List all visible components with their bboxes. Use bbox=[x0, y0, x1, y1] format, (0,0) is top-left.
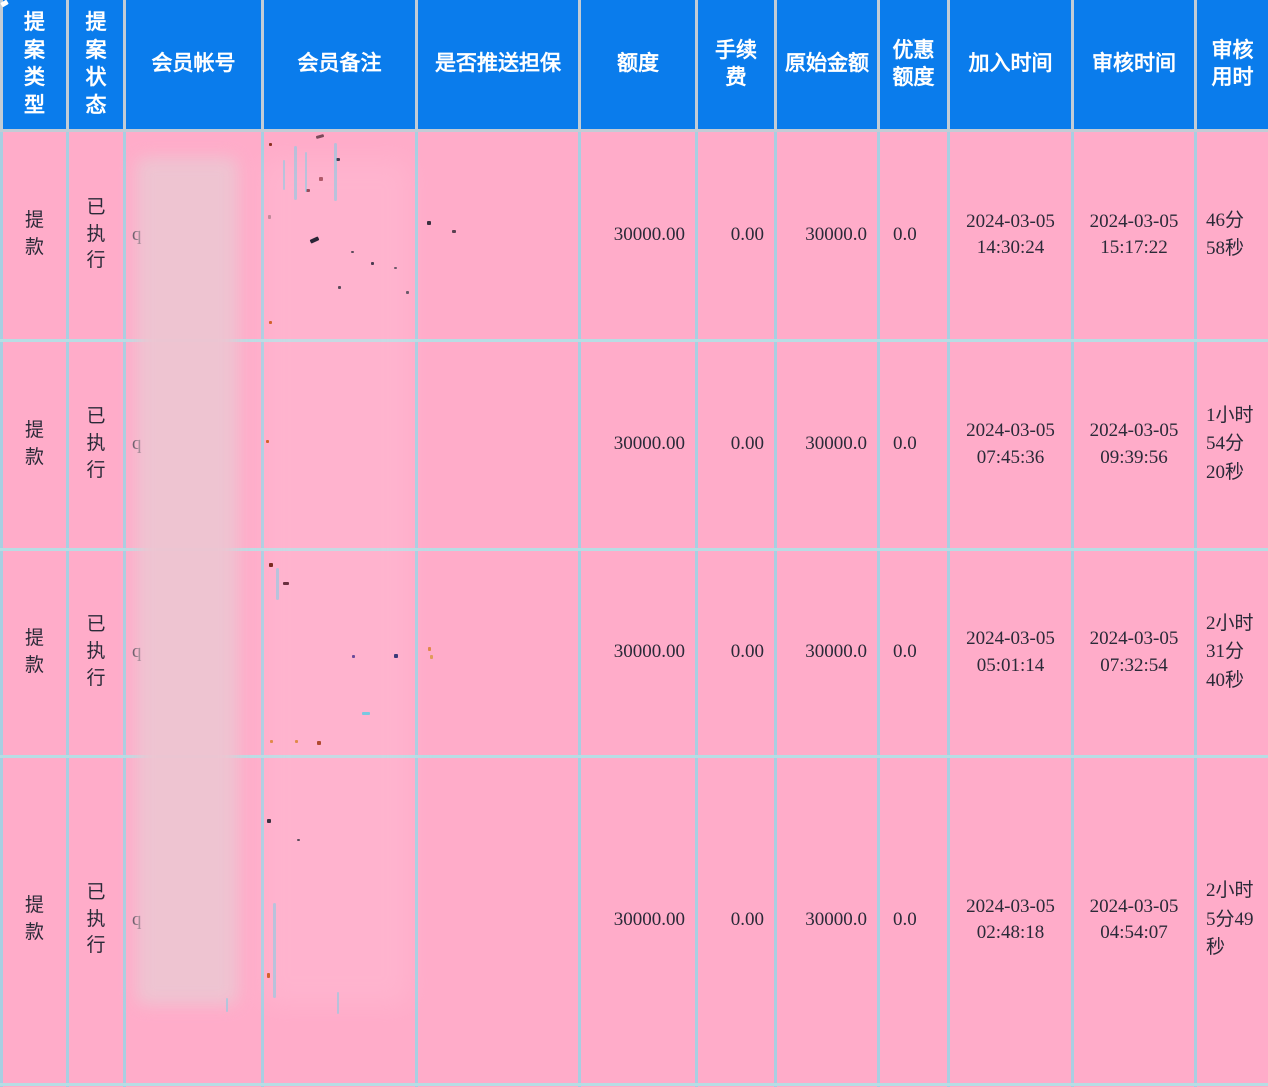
col-header-review-duration: 审核 用时 bbox=[1194, 0, 1268, 132]
cell-push-guarantee bbox=[415, 754, 581, 1086]
cell-join-time: 2024-03-05 02:48:18 bbox=[947, 754, 1074, 1086]
col-header-original-amount: 原始金额 bbox=[774, 0, 880, 132]
cell-fee: 0.00 bbox=[695, 754, 777, 1086]
cell-member-remark bbox=[261, 128, 418, 342]
cell-push-guarantee bbox=[415, 128, 581, 342]
cell-member-remark bbox=[261, 547, 418, 758]
table-row: 提 款 已 执 行 q 30000.00 0.00 30000.0 0.0 20… bbox=[0, 128, 1268, 342]
cell-original-amount: 30000.0 bbox=[774, 338, 880, 551]
cell-member-account: q bbox=[123, 338, 264, 551]
cell-empty bbox=[0, 1082, 69, 1087]
cell-proposal-status: 已 执 行 bbox=[66, 128, 126, 342]
cell-join-time: 2024-03-05 14:30:24 bbox=[947, 128, 1074, 342]
cell-amount: 30000.00 bbox=[578, 547, 698, 758]
cell-amount: 30000.00 bbox=[578, 338, 698, 551]
table-row: 提 款 已 执 行 q 30000.00 0.00 30000.0 0.0 20… bbox=[0, 547, 1268, 758]
cell-proposal-type: 提 款 bbox=[0, 754, 69, 1086]
cell-discount-amount: 0.0 bbox=[877, 128, 950, 342]
cell-discount-amount: 0.0 bbox=[877, 338, 950, 551]
cell-amount: 30000.00 bbox=[578, 754, 698, 1086]
col-header-proposal-type: 提 案 类 型 bbox=[0, 0, 69, 132]
cell-review-duration: 2小时 31分 40秒 bbox=[1194, 547, 1268, 758]
cell-member-remark bbox=[261, 338, 418, 551]
cell-original-amount: 30000.0 bbox=[774, 754, 880, 1086]
cell-empty bbox=[578, 1082, 698, 1087]
cell-empty bbox=[415, 1082, 581, 1087]
cell-discount-amount: 0.0 bbox=[877, 754, 950, 1086]
col-header-join-time: 加入时间 bbox=[947, 0, 1074, 132]
cell-empty bbox=[261, 1082, 418, 1087]
cell-proposal-status: 已 执 行 bbox=[66, 754, 126, 1086]
cell-original-amount: 30000.0 bbox=[774, 547, 880, 758]
col-header-review-time: 审核时间 bbox=[1071, 0, 1197, 132]
col-header-push-guarantee: 是否推送担保 bbox=[415, 0, 581, 132]
cell-join-time: 2024-03-05 05:01:14 bbox=[947, 547, 1074, 758]
cell-empty bbox=[123, 1082, 264, 1087]
cell-review-time: 2024-03-05 04:54:07 bbox=[1071, 754, 1197, 1086]
cell-fee: 0.00 bbox=[695, 128, 777, 342]
cell-fee: 0.00 bbox=[695, 338, 777, 551]
cell-empty bbox=[695, 1082, 777, 1087]
table-row-partial bbox=[0, 1082, 1268, 1087]
col-header-proposal-status: 提 案 状 态 bbox=[66, 0, 126, 132]
cell-fee: 0.00 bbox=[695, 547, 777, 758]
table-row: 提 款 已 执 行 q 30000.00 0.00 30000.0 0.0 20… bbox=[0, 338, 1268, 551]
col-header-discount-amount: 优惠 额度 bbox=[877, 0, 950, 132]
cell-original-amount: 30000.0 bbox=[774, 128, 880, 342]
cell-empty bbox=[1194, 1082, 1268, 1087]
cell-member-account: q bbox=[123, 754, 264, 1086]
cell-empty bbox=[66, 1082, 126, 1087]
table-row: 提 款 已 执 行 q 30000.00 0.00 30000.0 0.0 20… bbox=[0, 754, 1268, 1086]
table-header-row: 提 案 类 型 提 案 状 态 会员帐号 会员备注 是否推送担保 额度 手续 费… bbox=[0, 0, 1268, 132]
cell-amount: 30000.00 bbox=[578, 128, 698, 342]
cell-empty bbox=[774, 1082, 880, 1087]
cell-review-duration: 2小时 5分49 秒 bbox=[1194, 754, 1268, 1086]
col-header-fee: 手续 费 bbox=[695, 0, 777, 132]
cell-member-account: q bbox=[123, 128, 264, 342]
cell-discount-amount: 0.0 bbox=[877, 547, 950, 758]
cell-proposal-type: 提 款 bbox=[0, 547, 69, 758]
cell-proposal-status: 已 执 行 bbox=[66, 547, 126, 758]
cell-join-time: 2024-03-05 07:45:36 bbox=[947, 338, 1074, 551]
cell-review-duration: 1小时 54分 20秒 bbox=[1194, 338, 1268, 551]
cell-review-time: 2024-03-05 07:32:54 bbox=[1071, 547, 1197, 758]
col-header-amount: 额度 bbox=[578, 0, 698, 132]
cell-proposal-status: 已 执 行 bbox=[66, 338, 126, 551]
cell-review-time: 2024-03-05 15:17:22 bbox=[1071, 128, 1197, 342]
cell-proposal-type: 提 款 bbox=[0, 128, 69, 342]
cell-member-account: q bbox=[123, 547, 264, 758]
cell-proposal-type: 提 款 bbox=[0, 338, 69, 551]
cell-push-guarantee bbox=[415, 338, 581, 551]
cell-review-time: 2024-03-05 09:39:56 bbox=[1071, 338, 1197, 551]
cell-empty bbox=[947, 1082, 1074, 1087]
col-header-member-remark: 会员备注 bbox=[261, 0, 418, 132]
cell-member-remark bbox=[261, 754, 418, 1086]
cell-empty bbox=[1071, 1082, 1197, 1087]
cell-push-guarantee bbox=[415, 547, 581, 758]
cell-review-duration: 46分 58秒 bbox=[1194, 128, 1268, 342]
cell-empty bbox=[877, 1082, 950, 1087]
col-header-member-account: 会员帐号 bbox=[123, 0, 264, 132]
